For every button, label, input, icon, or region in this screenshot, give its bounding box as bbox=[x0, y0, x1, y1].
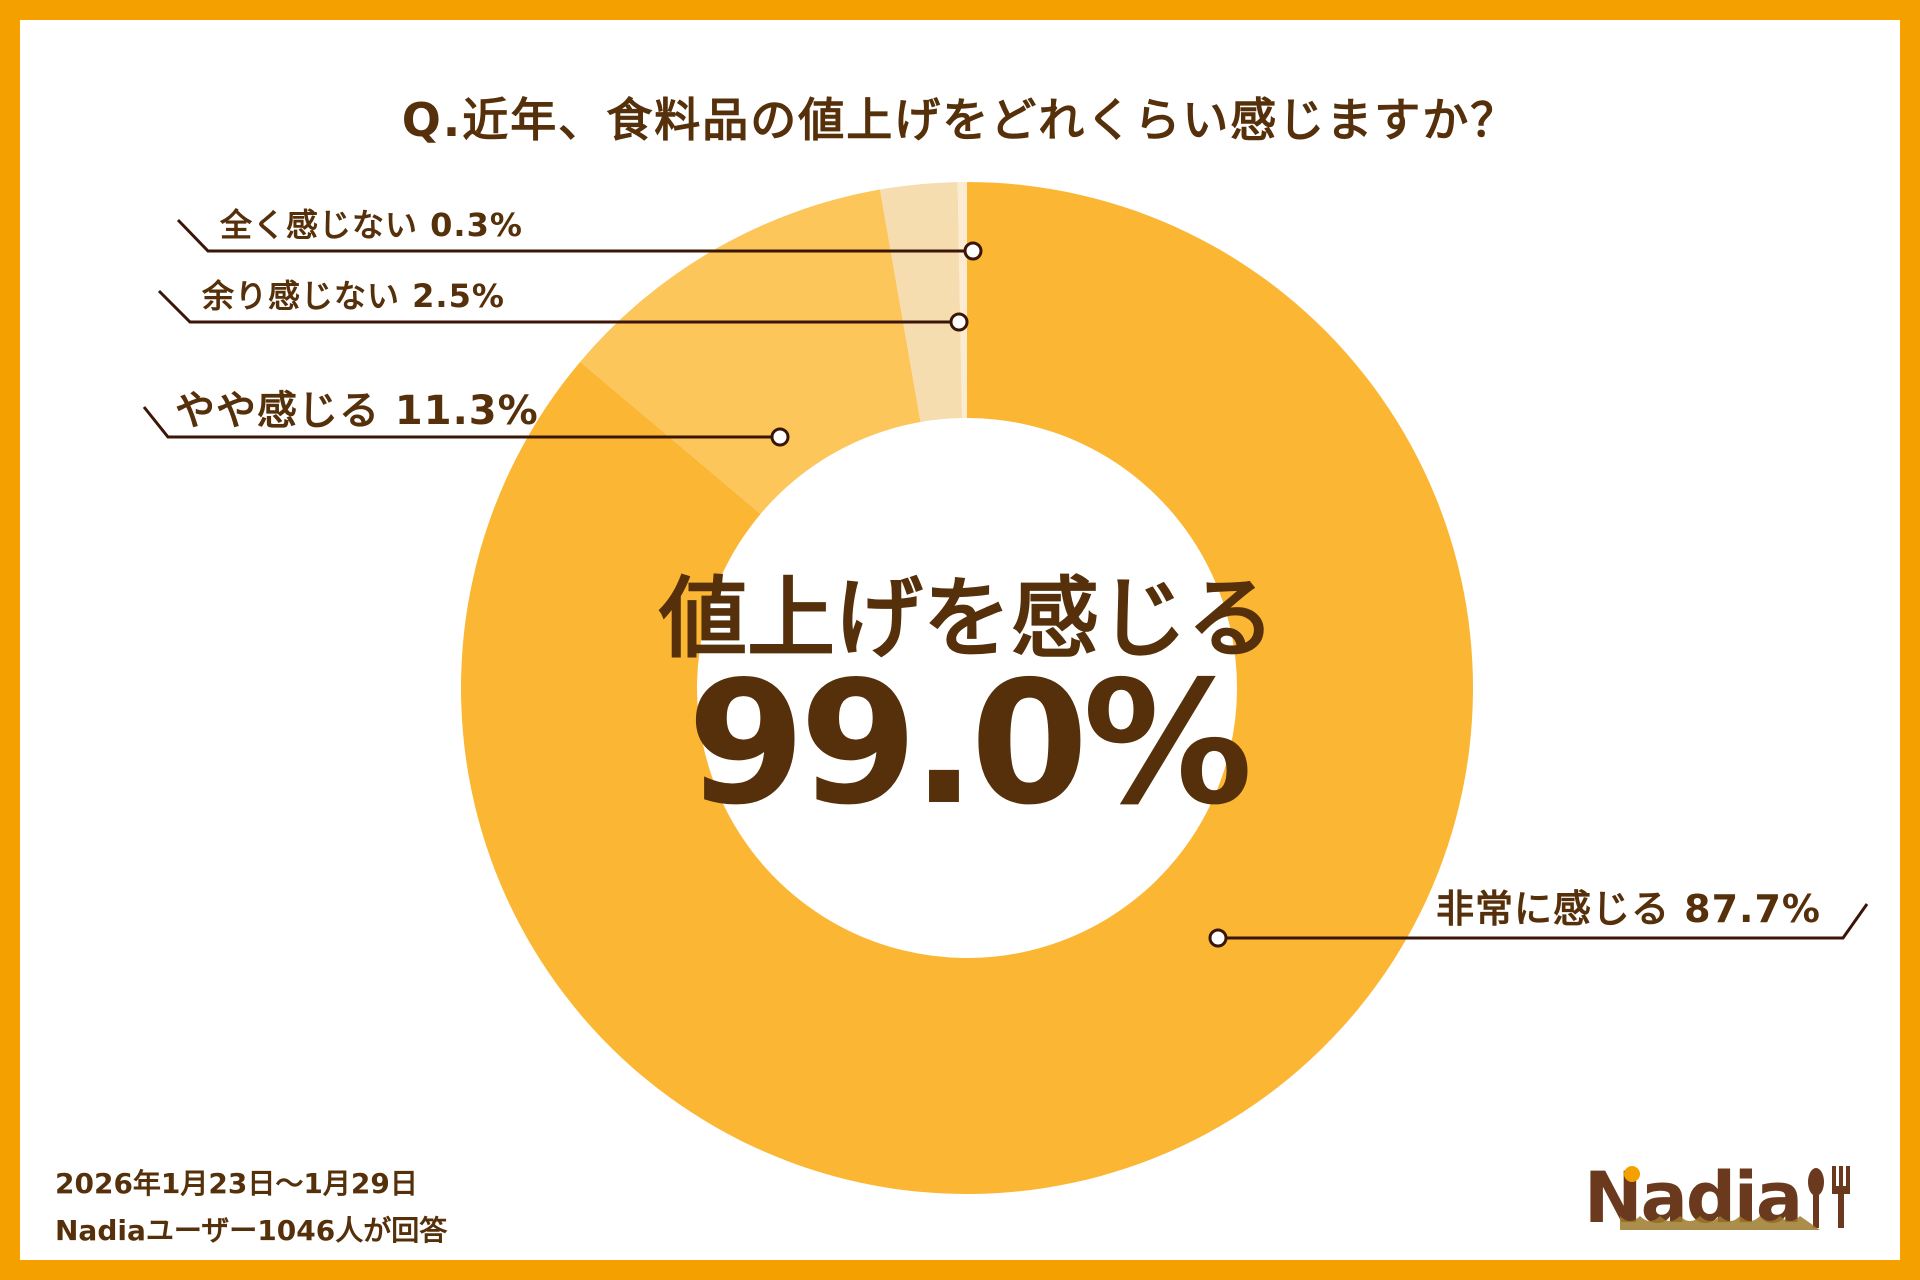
center-label: 値上げを感じる bbox=[658, 567, 1275, 670]
nadia-logo: Nadia bbox=[1584, 1160, 1850, 1239]
leader-yaya-dot bbox=[770, 427, 790, 447]
label-hijou: 非常に感じる 87.7% bbox=[1435, 887, 1821, 931]
donut-slice-3 bbox=[879, 182, 963, 423]
leader-zenzen bbox=[176, 218, 973, 253]
leader-amari-dot bbox=[949, 312, 969, 332]
respondent-count: Nadiaユーザー1046人が回答 bbox=[55, 1214, 448, 1247]
fork-icon bbox=[1832, 1166, 1850, 1228]
label-amari: 余り感じない 2.5% bbox=[202, 277, 505, 315]
leader-amari bbox=[157, 289, 959, 324]
donut-slice-4 bbox=[957, 182, 967, 419]
leader-hijou-dot bbox=[1208, 928, 1228, 948]
label-zenzen: 全く感じない 0.3% bbox=[220, 206, 523, 244]
leader-yaya bbox=[142, 406, 780, 439]
donut-slice-2 bbox=[580, 189, 921, 514]
chart-title: Q.近年、食料品の値上げをどれくらい感じますか？ bbox=[401, 93, 1519, 147]
label-yaya: やや感じる 11.3% bbox=[175, 388, 539, 434]
leader-hijou bbox=[1218, 903, 1869, 940]
leader-zenzen-dot bbox=[963, 241, 983, 261]
flower-icon bbox=[1624, 1166, 1640, 1182]
center-value: 99.0% bbox=[687, 645, 1253, 843]
spoon-icon bbox=[1808, 1168, 1824, 1196]
survey-period: 2026年1月23日〜1月29日 bbox=[55, 1167, 418, 1200]
